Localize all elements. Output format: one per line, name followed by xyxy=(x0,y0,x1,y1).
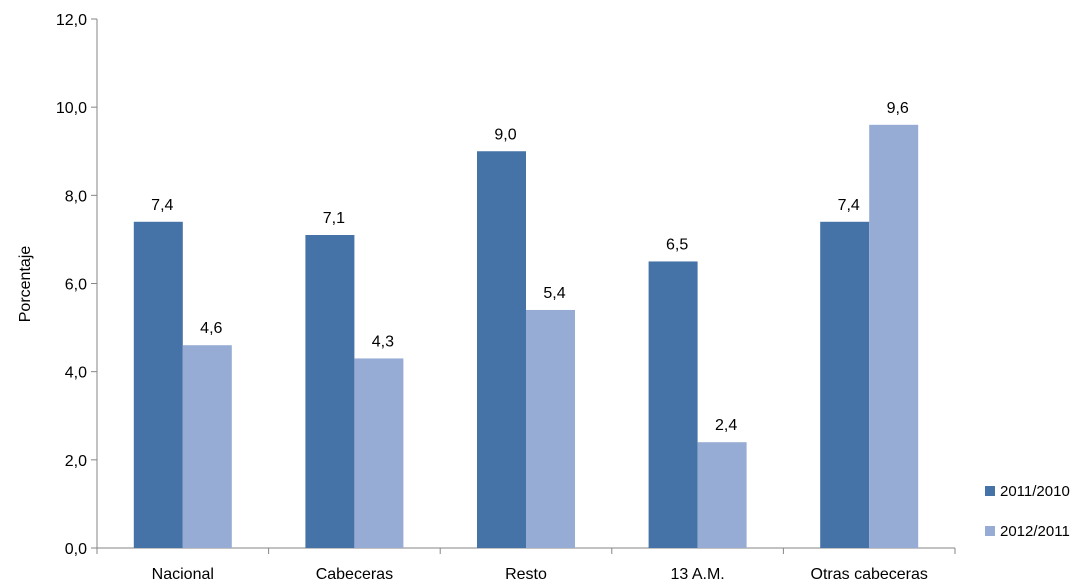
legend-label: 2012/2011 xyxy=(1000,523,1070,540)
x-axis: Nacional Cabeceras Resto 13 A.M. Otras cabec… xyxy=(97,548,955,583)
y-tick-label: 0,0 xyxy=(65,541,87,558)
bar-value-label: 5,4 xyxy=(543,285,565,302)
legend-swatch xyxy=(985,526,995,536)
x-tick-label: 13 A.M. xyxy=(670,566,724,583)
legend: 2011/2010 2012/2011 xyxy=(985,483,1070,540)
y-tick-label: 10,0 xyxy=(56,100,87,117)
bar xyxy=(354,358,403,548)
legend-swatch xyxy=(985,486,995,496)
bar xyxy=(820,222,869,548)
bar-value-label: 7,1 xyxy=(323,210,345,227)
bar-value-label: 9,0 xyxy=(494,126,516,143)
x-tick-label: Otras cabeceras xyxy=(811,566,928,583)
x-tick-label: Nacional xyxy=(152,566,214,583)
x-tick-label: Cabeceras xyxy=(316,566,393,583)
bar-value-label: 7,4 xyxy=(151,197,173,214)
bars xyxy=(134,125,918,548)
y-axis-title: Porcentaje xyxy=(17,246,34,323)
y-tick-label: 4,0 xyxy=(65,365,87,382)
bar xyxy=(183,345,232,548)
bar-value-label: 9,6 xyxy=(887,100,909,117)
bar-value-label: 2,4 xyxy=(715,417,737,434)
bar-value-label: 7,4 xyxy=(838,197,860,214)
x-tick-label: Resto xyxy=(505,566,547,583)
bar xyxy=(305,235,354,548)
y-axis: 0,0 2,0 4,0 6,0 8,0 10,0 12,0 xyxy=(56,12,97,558)
bar xyxy=(698,442,747,548)
bar xyxy=(649,261,698,548)
bar-value-label: 6,5 xyxy=(666,236,688,253)
legend-label: 2011/2010 xyxy=(1000,483,1070,500)
bar xyxy=(869,125,918,548)
y-tick-label: 12,0 xyxy=(56,12,87,29)
bar xyxy=(526,310,575,548)
y-tick-label: 6,0 xyxy=(65,277,87,294)
y-tick-label: 8,0 xyxy=(65,188,87,205)
bar xyxy=(477,151,526,548)
bar-value-label: 4,6 xyxy=(200,320,222,337)
bar xyxy=(134,222,183,548)
bar-value-label: 4,3 xyxy=(372,333,394,350)
y-tick-label: 2,0 xyxy=(65,453,87,470)
